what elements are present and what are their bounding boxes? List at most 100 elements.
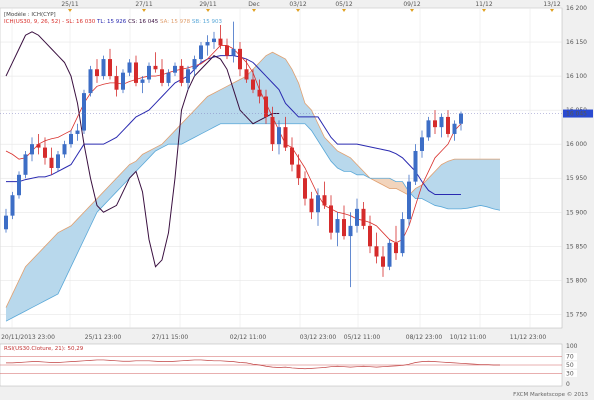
rsi-axis-label: 100 <box>566 343 578 350</box>
cloud-segment <box>415 185 422 199</box>
candle-body <box>108 59 112 77</box>
candle-body <box>446 116 450 134</box>
candle-body <box>309 198 314 213</box>
cloud-segment <box>493 159 500 211</box>
cloud-segment <box>6 293 13 322</box>
candle-body <box>387 242 392 267</box>
ichimoku-cloud <box>5 51 501 322</box>
y-axis: 15 750 15 800 15 850 15 900 15 950 16 000 16 0… <box>0 5 593 318</box>
cloud-segment <box>136 154 143 172</box>
candle-body <box>342 219 346 237</box>
candle-body <box>95 69 99 77</box>
candle-body <box>244 69 249 80</box>
candle-body <box>251 79 255 90</box>
candle-body <box>303 178 307 199</box>
cloud-segment <box>467 159 474 209</box>
candle-body <box>439 116 444 128</box>
cloud-segment <box>383 178 390 189</box>
cloud-segment <box>220 86 227 124</box>
bottom-time-label: 27/11 15:00 <box>152 334 189 341</box>
cloud-segment <box>214 89 221 128</box>
candle-body <box>4 215 8 230</box>
cloud-segment <box>487 159 494 209</box>
candle-body <box>413 150 418 182</box>
cloud-segment <box>32 253 39 308</box>
bottom-time-label: 20/11/2013 23:00 <box>1 334 55 341</box>
candle-body <box>290 147 294 165</box>
cloud-segment <box>227 82 234 124</box>
y-tick-label: 15 850 <box>566 243 587 250</box>
bottom-time-label: 11/12 23:00 <box>510 334 547 341</box>
cloud-segment <box>350 157 357 175</box>
time-marker-icon <box>410 9 414 12</box>
cloud-segment <box>129 161 136 179</box>
candle-body <box>283 127 288 148</box>
y-tick-label: 16 000 <box>566 141 587 148</box>
legend-entry: TL: 15 926 <box>96 19 128 25</box>
cloud-segment <box>181 116 188 145</box>
candle-body <box>36 144 41 148</box>
candle-body <box>426 120 431 138</box>
indicator-legend: ICH(US30, 9, 26, 52) - SL: 16 030 TL: 15… <box>4 19 222 25</box>
cloud-segment <box>337 150 344 172</box>
candle-body <box>127 62 132 73</box>
time-marker-icon <box>206 9 210 12</box>
candle-body <box>69 133 73 145</box>
candle-body <box>82 93 86 131</box>
top-time-label: 03/12 <box>289 1 306 8</box>
rsi-level-badge <box>565 369 577 377</box>
cloud-segment <box>292 69 299 124</box>
cloud-segment <box>155 144 162 151</box>
cloud-segment <box>233 79 240 124</box>
legend-entry: ICH(US30, 9, 26, 52) <box>4 19 62 25</box>
cloud-segment <box>474 159 481 207</box>
rsi-level-badge <box>565 361 577 369</box>
top-time-label: Dec <box>248 1 260 8</box>
legend-entry: SB: 15 903 <box>192 19 223 25</box>
candle-body <box>75 130 80 134</box>
watermark: FXCM Marketscope © 2013 <box>513 391 588 398</box>
y-tick-label: 15 900 <box>566 209 587 216</box>
y-tick-label: 15 750 <box>566 311 587 318</box>
bottom-time-label: 08/12 23:00 <box>406 334 443 341</box>
cloud-segment <box>448 159 455 209</box>
legend-entry: - SL: 16 030 <box>62 19 97 25</box>
cloud-segment <box>201 96 208 134</box>
instrument-label: [Modèle : ICH(CYP] <box>4 11 56 18</box>
rsi-line <box>6 359 500 370</box>
candle-body <box>420 137 424 151</box>
time-marker-icon <box>252 9 256 12</box>
candle-body <box>43 147 47 158</box>
candle-body <box>17 174 21 196</box>
cloud-segment <box>428 171 435 206</box>
time-marker-icon <box>342 9 346 12</box>
cloud-segment <box>376 178 383 186</box>
cloud-segment <box>454 159 461 209</box>
legend-entry: CS: 16 045 <box>128 19 160 25</box>
candle-body <box>166 72 171 83</box>
candle-body <box>147 65 151 80</box>
current-price-badge <box>563 109 593 118</box>
candle-body <box>179 65 184 83</box>
candle-body <box>199 45 203 60</box>
cloud-segment <box>90 198 97 226</box>
candle-body <box>121 72 125 90</box>
candle-body <box>186 69 190 83</box>
cloud-segment <box>409 188 416 199</box>
candle-body <box>374 246 379 257</box>
cloud-segment <box>19 266 26 315</box>
candle-body <box>394 242 398 254</box>
candle-body <box>296 164 301 179</box>
bottom-time-label: 02/12 11:00 <box>230 334 267 341</box>
top-time-label: 11/12 <box>475 1 492 8</box>
y-tick-label: 15 950 <box>566 175 587 182</box>
candle-body <box>459 113 463 124</box>
candle-body <box>238 48 242 70</box>
cloud-segment <box>168 130 175 145</box>
candle-body <box>218 38 223 46</box>
cloud-segment <box>188 110 195 141</box>
top-time-label: 29/11 <box>199 1 216 8</box>
candle-body <box>270 116 275 145</box>
